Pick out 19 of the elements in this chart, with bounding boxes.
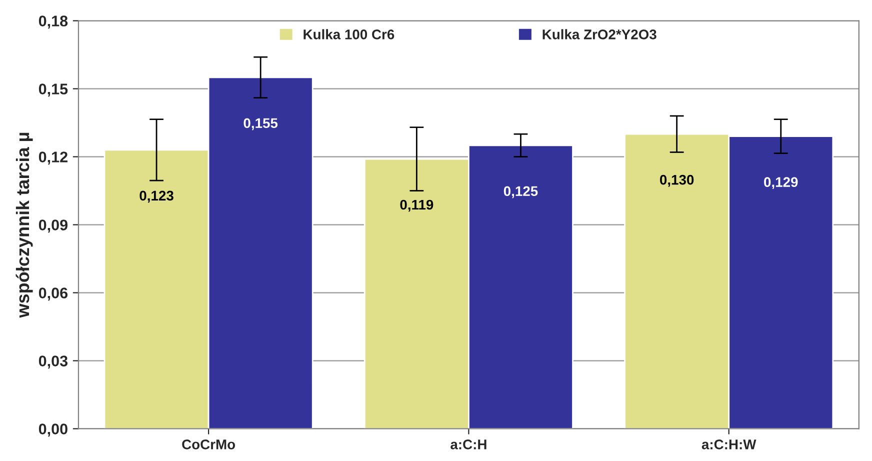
- data-label: 0,129: [764, 177, 798, 189]
- y-tick-label: 0,18: [38, 16, 68, 29]
- data-label: 0,119: [400, 200, 434, 212]
- data-label: 0,155: [244, 118, 278, 130]
- x-tick-label: CoCrMo: [182, 440, 236, 450]
- data-label: 0,130: [660, 174, 694, 187]
- y-axis-title: współczynnik tarcia µ: [16, 132, 33, 318]
- y-tick-label: 0,12: [38, 152, 68, 165]
- legend-label: Kulka 100 Cr6: [304, 29, 394, 40]
- y-tick-label: 0,06: [38, 288, 68, 301]
- y-tick-label: 0,09: [38, 220, 68, 233]
- y-tick-label: 0,00: [38, 424, 68, 437]
- x-tick-label: a:C:H: [450, 440, 486, 450]
- y-tick-label: 0,03: [38, 356, 68, 369]
- legend-label: Kulka ZrO2*Y2O3: [542, 29, 656, 40]
- data-label: 0,123: [140, 190, 174, 203]
- x-tick-label: a:C:H:W: [702, 440, 756, 450]
- data-label: 0,125: [504, 186, 538, 198]
- y-tick-label: 0,15: [38, 84, 68, 97]
